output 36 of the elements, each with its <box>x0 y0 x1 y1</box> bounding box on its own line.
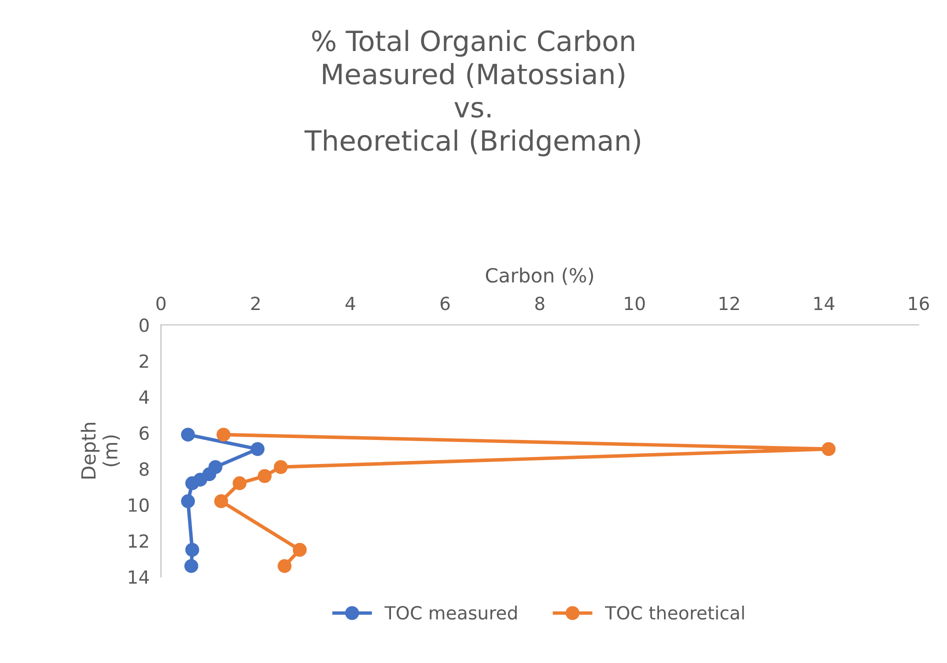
y-tick-label: 6 <box>140 426 149 440</box>
legend-label: TOC measured <box>384 606 517 620</box>
x-tick-label: 6 <box>440 296 450 310</box>
x-tick-label: 4 <box>346 296 356 310</box>
y-axis-title: Depth (m) <box>80 422 120 479</box>
y-tick-label: 14 <box>128 570 149 584</box>
x-tick-label: 14 <box>814 296 834 310</box>
x-tick-label: 12 <box>720 296 739 310</box>
point <box>214 494 228 508</box>
point <box>181 494 195 508</box>
y-tick-label: 2 <box>140 354 148 368</box>
point <box>822 442 836 456</box>
point <box>184 559 198 573</box>
point <box>216 428 230 442</box>
point <box>278 559 292 573</box>
point <box>274 460 288 474</box>
point <box>258 469 272 483</box>
chart-title: % Total Organic Carbon Measured (Matossian) vs. Theoretical (Bridgeman) <box>304 30 640 156</box>
x-tick-label: 0 <box>156 296 166 310</box>
point <box>292 542 307 557</box>
point <box>185 476 200 490</box>
point <box>232 476 247 490</box>
x-tick-label: 2 <box>251 296 260 310</box>
y-tick-label: 10 <box>128 498 149 512</box>
point <box>250 442 265 456</box>
point <box>185 542 200 557</box>
y-tick-label: 0 <box>140 318 149 332</box>
x-tick-label: 16 <box>909 296 929 310</box>
y-tick-label: 12 <box>128 534 148 548</box>
y-tick-label: 4 <box>139 390 149 404</box>
x-axis-title: Carbon (%) <box>486 268 594 285</box>
legend-label: TOC theoretical <box>604 606 744 620</box>
y-tick-label: 8 <box>140 462 149 476</box>
point <box>181 428 195 442</box>
x-tick-label: 10 <box>624 296 645 310</box>
x-tick-label: 8 <box>535 296 544 310</box>
